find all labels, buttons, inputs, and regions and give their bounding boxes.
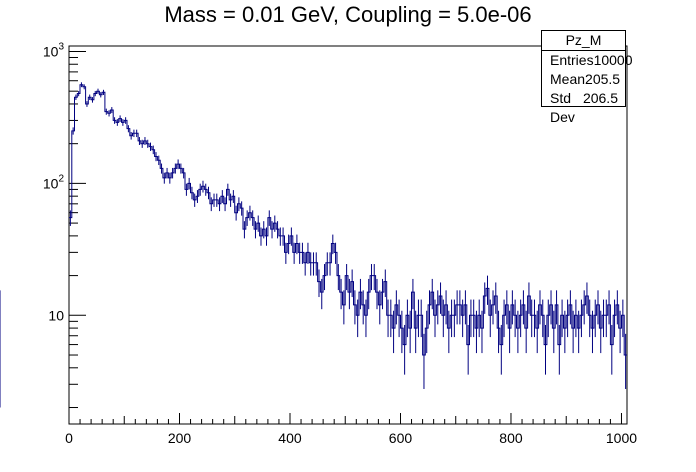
- y-tick-label: 10: [48, 307, 64, 323]
- stats-box: Pz_M Entries 10000 Mean 205.5 Std Dev 20…: [541, 30, 633, 125]
- stats-value: 206.5: [582, 90, 618, 106]
- x-tick-label: 600: [389, 430, 413, 446]
- chart-title: Mass = 0.01 GeV, Coupling = 5.0e-06: [164, 2, 532, 27]
- y-axis: 10 102 103: [43, 41, 86, 409]
- stats-row-mean: Mean 205.5: [542, 70, 625, 89]
- histogram-line: [69, 84, 627, 356]
- stats-histogram-name: Pz_M: [542, 31, 625, 51]
- x-tick-label: 800: [499, 430, 523, 446]
- stats-label: Std Dev: [550, 90, 575, 125]
- y-tick-label: 103: [43, 41, 65, 59]
- x-tick-label: 200: [168, 430, 192, 446]
- stats-row-entries: Entries 10000: [542, 51, 633, 70]
- x-tick-label: 1000: [606, 430, 637, 446]
- y-tick-label: 102: [43, 173, 65, 191]
- stats-value: 10000: [593, 52, 633, 68]
- x-tick-label: 0: [65, 430, 73, 446]
- histogram-series: [0, 82, 627, 408]
- stats-row-stddev: Std Dev 206.5: [542, 89, 625, 125]
- x-tick-label: 400: [278, 430, 302, 446]
- stats-label: Entries: [550, 52, 594, 68]
- plot-frame: [68, 45, 628, 425]
- x-axis: 0 200 400 600 800 1000: [65, 413, 637, 446]
- stats-label: Mean: [550, 71, 586, 87]
- stats-value: 205.5: [585, 71, 621, 87]
